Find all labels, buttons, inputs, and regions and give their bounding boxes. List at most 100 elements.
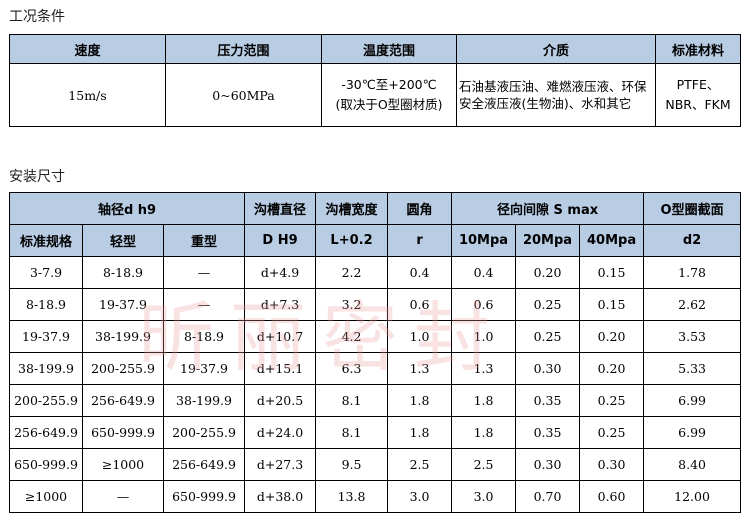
cell-d2: 1.78 (643, 256, 742, 289)
cell-groove-diameter: d+10.7 (244, 320, 317, 353)
cell-standard: 650-999.9 (9, 448, 83, 481)
cell-groove-width: 2.2 (315, 256, 389, 289)
cell-heavy: 38-199.9 (162, 384, 246, 417)
header-material: 标准材料 (655, 34, 741, 64)
cell-heavy: — (162, 256, 246, 289)
cell-20mpa: 0.70 (515, 480, 581, 513)
cell-10mpa: 1.8 (451, 416, 517, 449)
cell-heavy: 650-999.9 (162, 480, 246, 513)
subheader-d2: d2 (643, 224, 742, 257)
cell-light: 38-199.9 (82, 320, 164, 353)
header-shaft-diameter: 轴径d h9 (8, 192, 246, 225)
table-row: 38-199.9 200-255.9 19-37.9 d+15.1 6.3 1.… (9, 352, 742, 385)
cell-40mpa: 0.15 (579, 256, 645, 289)
header-groove-diameter: 沟槽直径 (244, 192, 317, 225)
header-medium: 介质 (456, 34, 656, 64)
subheader-l: L+0.2 (315, 224, 389, 257)
conditions-row: 15m/s 0~60MPa -30℃至+200℃ (取决于O型圈材质) 石油基液… (9, 63, 741, 127)
cell-40mpa: 0.20 (579, 352, 645, 385)
cell-d2: 12.00 (643, 480, 742, 513)
cell-20mpa: 0.30 (515, 352, 581, 385)
cell-groove-diameter: d+20.5 (244, 384, 317, 417)
cell-10mpa: 2.5 (451, 448, 517, 481)
table-row: 200-255.9 256-649.9 38-199.9 d+20.5 8.1 … (9, 384, 742, 417)
cell-light: 200-255.9 (82, 352, 164, 385)
speed-value: 15m/s (9, 63, 166, 127)
temperature-range: -30℃至+200℃ (341, 77, 437, 92)
cell-light: 256-649.9 (82, 384, 164, 417)
header-pressure: 压力范围 (165, 34, 322, 64)
table-row: 3-7.9 8-18.9 — d+4.9 2.2 0.4 0.4 0.20 0.… (9, 256, 742, 289)
cell-d2: 6.99 (643, 384, 742, 417)
cell-groove-diameter: d+15.1 (244, 352, 317, 385)
material-line-2: NBR、FKM (665, 97, 731, 112)
cell-heavy: 256-649.9 (162, 448, 246, 481)
cell-10mpa: 0.6 (451, 288, 517, 321)
subheader-10mpa: 10Mpa (451, 224, 517, 257)
section-title-installation: 安装尺寸 (9, 169, 65, 185)
cell-20mpa: 0.35 (515, 416, 581, 449)
table-row: 19-37.9 38-199.9 8-18.9 d+10.7 4.2 1.0 1… (9, 320, 742, 353)
cell-40mpa: 0.25 (579, 416, 645, 449)
cell-standard: 256-649.9 (9, 416, 83, 449)
cell-10mpa: 1.3 (451, 352, 517, 385)
cell-groove-width: 8.1 (315, 416, 389, 449)
material-line-1: PTFE、 (676, 77, 720, 92)
cell-standard: ≥1000 (9, 480, 83, 513)
cell-d2: 8.40 (643, 448, 742, 481)
cell-standard: 38-199.9 (9, 352, 83, 385)
subheader-40mpa: 40Mpa (579, 224, 645, 257)
cell-groove-diameter: d+27.3 (244, 448, 317, 481)
temperature-note: (取决于O型圈材质) (335, 97, 443, 112)
cell-groove-width: 4.2 (315, 320, 389, 353)
cell-heavy: 19-37.9 (162, 352, 246, 385)
temperature-value: -30℃至+200℃ (取决于O型圈材质) (321, 63, 457, 127)
header-fillet: 圆角 (387, 192, 453, 225)
cell-standard: 200-255.9 (9, 384, 83, 417)
table-row: 8-18.9 19-37.9 — d+7.3 3.2 0.6 0.6 0.25 … (9, 288, 742, 321)
medium-value: 石油基液压油、难燃液压液、环保安全液压液(生物油)、水和其它 (456, 63, 656, 127)
conditions-table: 速度 压力范围 温度范围 介质 标准材料 15m/s 0~60MPa -30℃至… (9, 34, 741, 127)
cell-20mpa: 0.35 (515, 384, 581, 417)
cell-20mpa: 0.30 (515, 448, 581, 481)
cell-groove-diameter: d+24.0 (244, 416, 317, 449)
subheader-heavy: 重型 (162, 224, 246, 257)
cell-20mpa: 0.20 (515, 256, 581, 289)
section-title-conditions: 工况条件 (9, 9, 65, 25)
cell-heavy: — (162, 288, 246, 321)
cell-groove-width: 6.3 (315, 352, 389, 385)
cell-light: — (82, 480, 164, 513)
subheader-dh9: D H9 (244, 224, 317, 257)
cell-fillet: 0.6 (387, 288, 453, 321)
cell-20mpa: 0.25 (515, 288, 581, 321)
cell-fillet: 1.8 (387, 384, 453, 417)
cell-groove-width: 9.5 (315, 448, 389, 481)
cell-fillet: 2.5 (387, 448, 453, 481)
cell-groove-width: 8.1 (315, 384, 389, 417)
cell-d2: 3.53 (643, 320, 742, 353)
cell-heavy: 8-18.9 (162, 320, 246, 353)
table-row: 256-649.9 650-999.9 200-255.9 d+24.0 8.1… (9, 416, 742, 449)
cell-groove-diameter: d+4.9 (244, 256, 317, 289)
cell-standard: 19-37.9 (9, 320, 83, 353)
header-speed: 速度 (9, 34, 166, 64)
cell-d2: 2.62 (643, 288, 742, 321)
install-header-row-1: 轴径d h9 沟槽直径 沟槽宽度 圆角 径向间隙 S max O型圈截面 (8, 192, 742, 225)
cell-fillet: 0.4 (387, 256, 453, 289)
cell-groove-width: 3.2 (315, 288, 389, 321)
cell-fillet: 1.0 (387, 320, 453, 353)
cell-fillet: 1.3 (387, 352, 453, 385)
subheader-light: 轻型 (82, 224, 164, 257)
cell-light: 8-18.9 (82, 256, 164, 289)
cell-light: ≥1000 (82, 448, 164, 481)
install-header-row-2: 标准规格 轻型 重型 D H9 L+0.2 r 10Mpa 20Mpa 40Mp… (9, 224, 742, 257)
cell-40mpa: 0.30 (579, 448, 645, 481)
cell-40mpa: 0.25 (579, 384, 645, 417)
header-radial-clearance: 径向间隙 S max (451, 192, 645, 225)
cell-heavy: 200-255.9 (162, 416, 246, 449)
material-value: PTFE、 NBR、FKM (655, 63, 741, 127)
cell-groove-diameter: d+7.3 (244, 288, 317, 321)
cell-groove-width: 13.8 (315, 480, 389, 513)
pressure-value: 0~60MPa (165, 63, 322, 127)
installation-table: 轴径d h9 沟槽直径 沟槽宽度 圆角 径向间隙 S max O型圈截面 标准规… (8, 192, 742, 513)
